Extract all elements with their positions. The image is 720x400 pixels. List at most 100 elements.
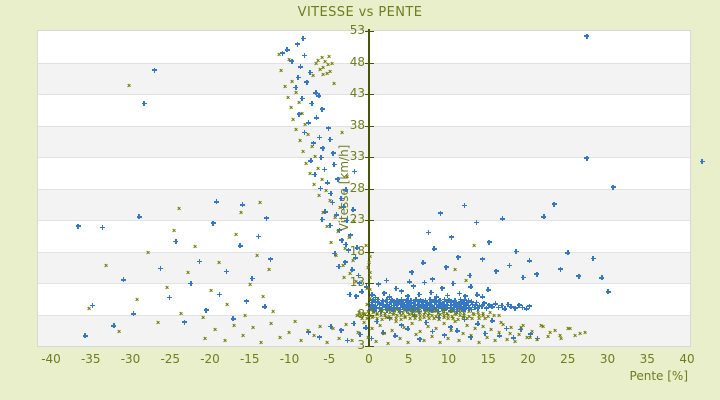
data-point-blue — [424, 300, 430, 306]
data-point-blue — [481, 300, 487, 306]
data-point-blue — [444, 301, 450, 307]
data-point-olive — [343, 246, 348, 251]
data-point-blue — [359, 289, 365, 295]
data-point-blue — [409, 269, 415, 275]
data-point-olive — [301, 149, 306, 154]
data-point-olive — [290, 79, 295, 84]
data-point-blue — [343, 187, 349, 193]
data-point-olive — [457, 308, 462, 313]
data-point-blue — [473, 302, 479, 308]
data-point-blue — [489, 318, 495, 324]
data-point-olive — [343, 322, 348, 327]
data-point-olive — [232, 323, 237, 328]
data-point-blue — [584, 33, 590, 39]
data-point-olive — [299, 338, 304, 343]
data-point-olive — [320, 73, 325, 78]
data-point-blue — [392, 333, 398, 339]
data-point-blue — [380, 298, 385, 304]
data-point-olive — [203, 337, 208, 342]
data-point-blue — [439, 285, 445, 291]
data-point-blue — [368, 335, 374, 341]
data-point-olive — [453, 320, 458, 325]
data-point-blue — [699, 158, 705, 164]
data-point-olive — [117, 329, 122, 334]
data-point-olive — [338, 205, 343, 210]
data-point-olive — [318, 67, 323, 72]
data-point-olive — [370, 326, 375, 331]
data-point-olive — [340, 263, 345, 268]
data-point-olive — [269, 321, 274, 326]
data-point-blue — [293, 85, 299, 91]
data-point-blue — [434, 294, 440, 300]
data-point-olive — [216, 260, 221, 265]
data-point-olive — [213, 327, 218, 332]
data-point-olive — [548, 330, 553, 335]
data-point-olive — [294, 127, 299, 132]
x-tick-label: -25 — [160, 352, 181, 366]
data-point-blue — [338, 196, 344, 202]
data-point-blue — [213, 199, 219, 205]
data-point-blue — [401, 303, 407, 309]
data-point-blue — [422, 301, 428, 307]
data-point-blue — [458, 301, 464, 307]
data-point-olive — [186, 270, 191, 275]
data-point-blue — [224, 269, 230, 275]
data-point-blue — [255, 233, 261, 239]
x-axis-label: Pente [%] — [629, 369, 688, 383]
data-point-blue — [454, 328, 460, 334]
data-point-blue — [230, 316, 236, 322]
data-point-blue — [394, 302, 400, 308]
data-point-olive — [557, 333, 562, 338]
data-point-olive — [374, 339, 379, 344]
data-point-blue — [427, 296, 433, 302]
data-point-blue — [507, 262, 513, 268]
data-point-olive — [328, 198, 333, 203]
data-point-blue — [298, 64, 304, 70]
data-point-blue — [284, 47, 290, 53]
y-tick-mark — [365, 188, 374, 190]
data-point-blue — [312, 172, 318, 178]
data-point-olive — [517, 332, 522, 337]
data-point-blue — [472, 305, 478, 311]
data-point-olive — [314, 61, 319, 66]
data-point-olive — [300, 111, 305, 116]
data-point-blue — [299, 95, 305, 101]
data-point-blue — [347, 291, 353, 297]
data-point-blue — [387, 294, 393, 300]
data-point-olive — [254, 253, 259, 258]
data-point-olive — [225, 302, 230, 307]
data-point-blue — [325, 125, 331, 131]
data-point-olive — [104, 263, 109, 268]
data-point-olive — [471, 243, 476, 248]
data-point-blue — [136, 214, 142, 220]
data-point-blue — [370, 297, 376, 303]
data-point-olive — [327, 54, 332, 59]
data-point-blue — [448, 300, 454, 306]
data-point-olive — [354, 279, 359, 284]
data-point-blue — [354, 245, 360, 251]
data-point-olive — [351, 219, 356, 224]
y-tick-mark — [365, 346, 374, 347]
data-point-blue — [353, 293, 359, 299]
data-point-blue — [372, 303, 378, 309]
data-point-blue — [338, 327, 344, 333]
data-point-olive — [325, 224, 330, 229]
data-point-olive — [441, 321, 446, 326]
data-point-olive — [179, 311, 184, 316]
data-point-olive — [335, 229, 340, 234]
data-point-blue — [426, 302, 432, 308]
data-point-olive — [509, 325, 514, 330]
data-point-olive — [365, 302, 370, 307]
data-point-blue — [335, 176, 341, 182]
data-point-olive — [417, 329, 422, 334]
data-point-blue — [485, 287, 491, 293]
data-point-blue — [486, 239, 492, 245]
data-point-olive — [282, 84, 287, 89]
data-point-blue — [403, 297, 409, 303]
data-point-blue — [100, 225, 106, 231]
y-tick-mark — [365, 157, 374, 158]
x-tick-label: -5 — [323, 352, 336, 366]
data-point-olive — [382, 332, 387, 337]
data-point-blue — [331, 162, 337, 168]
data-point-olive — [367, 296, 372, 301]
